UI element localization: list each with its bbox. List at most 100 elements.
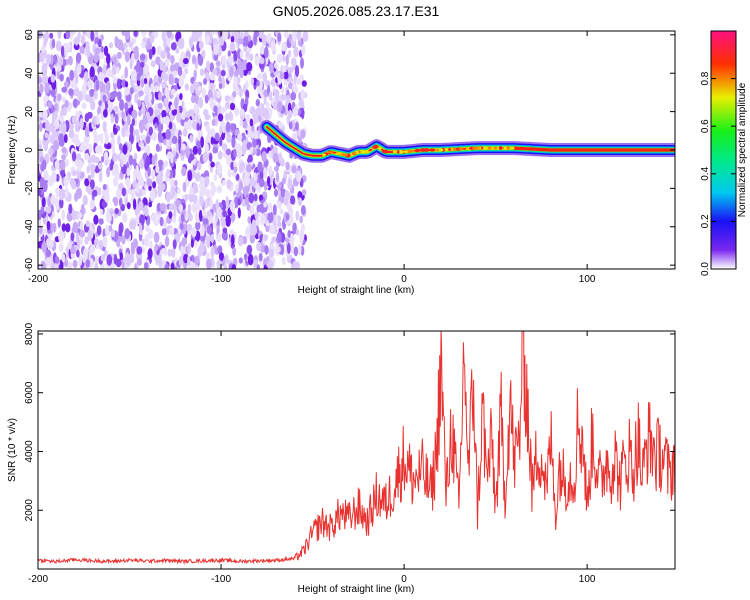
noise-speckle [38,76,42,84]
signal-hotspot [351,151,357,156]
noise-speckle [46,238,51,247]
noise-speckle [239,49,244,59]
noise-speckle [155,174,162,185]
noise-speckle [72,98,78,109]
noise-speckle [129,220,134,230]
noise-speckle [281,256,286,266]
noise-speckle [45,53,51,66]
noise-speckle [140,41,146,49]
noise-speckle [290,91,297,101]
noise-speckle [295,210,300,221]
noise-speckle [248,192,255,204]
noise-speckle [202,218,209,225]
noise-speckle [43,32,49,44]
noise-speckle [114,39,120,47]
noise-speckle [121,74,126,81]
noise-speckle [40,260,46,269]
noise-speckle [218,252,224,261]
noise-speckle [114,207,119,215]
noise-speckle [61,86,68,93]
noise-speckle [233,70,239,78]
noise-speckle [104,224,111,237]
noise-speckle [136,133,141,143]
noise-speckle [145,135,151,144]
noise-speckle [197,96,204,109]
noise-speckle [187,223,192,231]
noise-speckle [75,110,80,119]
noise-speckle [276,53,283,64]
noise-speckle [165,128,171,140]
signal-hotspot [498,146,503,150]
noise-speckle [217,163,223,175]
noise-speckle [144,233,150,245]
noise-speckle [170,153,174,164]
noise-speckle [82,194,88,206]
noise-speckle [136,258,142,266]
noise-speckle [167,52,171,60]
noise-speckle [154,243,159,251]
noise-speckle [166,168,171,179]
noise-speckle [177,31,182,40]
noise-speckle [166,31,172,39]
noise-speckle [136,72,141,82]
noise-speckle [75,188,82,200]
noise-speckle [163,97,169,107]
noise-speckle [151,155,156,166]
noise-speckle [263,181,268,191]
noise-speckle [69,69,75,81]
spectrogram-axes: -200 -100 0 100 60 40 20 0 -20 -40 -60 [24,29,675,285]
noise-speckle [246,163,252,173]
noise-speckle [181,100,185,109]
noise-speckle [133,31,138,37]
noise-speckle [84,113,90,123]
noise-speckle [285,54,289,66]
noise-speckle [253,130,258,139]
noise-speckle [239,68,244,79]
noise-speckle [61,154,66,161]
spectrogram-y-axis-label: Frequency (Hz) [7,116,18,185]
noise-speckle [300,129,306,139]
noise-speckle [221,143,228,151]
noise-speckle [205,124,211,133]
noise-speckle [92,189,98,197]
noise-speckle [80,34,86,45]
noise-speckle [302,31,309,42]
noise-speckle [98,38,102,49]
noise-speckle [108,42,114,49]
noise-speckle [71,151,77,162]
noise-speckle [137,99,142,107]
noise-speckle [232,91,237,98]
noise-speckle [252,259,259,268]
noise-speckle [238,257,243,264]
signal-hotspot [429,148,436,152]
noise-speckle [80,141,86,152]
noise-speckle [168,73,174,86]
noise-speckle [286,242,291,254]
noise-speckle [173,180,178,187]
noise-speckle [140,157,144,166]
noise-speckle [286,203,292,210]
noise-speckle [256,264,260,269]
noise-speckle [75,52,82,63]
noise-speckle [118,143,123,151]
noise-speckle [185,147,191,159]
noise-speckle [281,42,287,52]
y-tick-label: -40 [24,219,35,234]
noise-speckle [85,40,90,53]
noise-speckle [187,255,191,266]
noise-speckle [170,129,174,139]
noise-speckle [61,96,66,103]
noise-speckle [54,160,60,170]
noise-speckle [203,109,209,117]
signal-hotspot [409,150,417,152]
signal-hotspot [494,146,497,150]
y-tick-label: 0 [24,147,35,153]
noise-speckle [147,166,151,177]
noise-speckle [171,248,176,258]
noise-speckle [296,171,302,183]
noise-speckle [43,170,49,181]
colorbar-tick-label: 0.8 [700,71,711,85]
noise-speckle [198,209,203,222]
noise-speckle [38,217,42,228]
noise-speckle [181,143,186,151]
